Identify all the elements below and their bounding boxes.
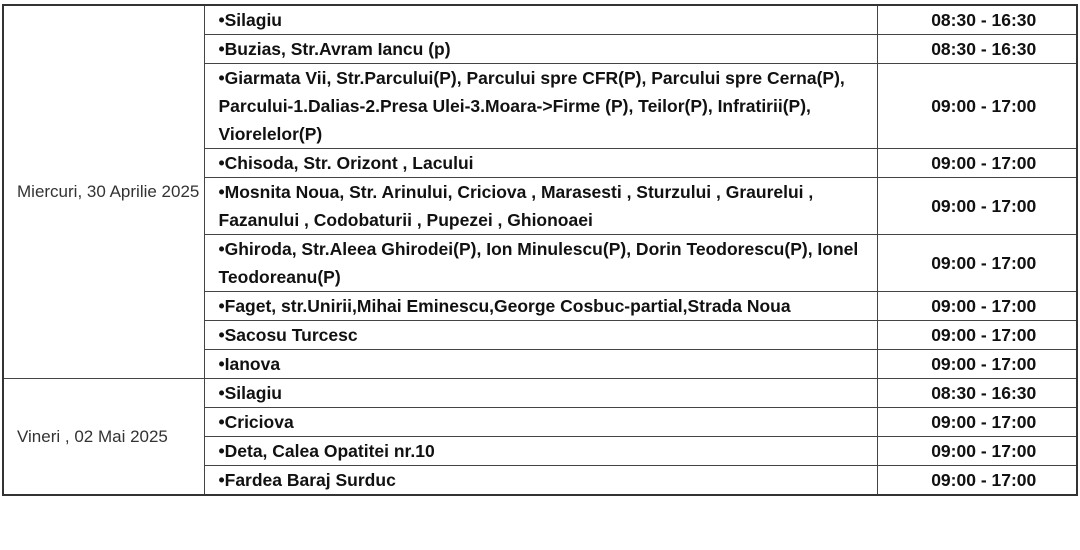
hours-cell: 09:00 - 17:00 [876, 148, 1078, 178]
location-cell: •Buzias, Str.Avram Iancu (p) [203, 34, 878, 64]
location-cell: •Deta, Calea Opatitei nr.10 [203, 436, 878, 466]
location-cell: •Giarmata Vii, Str.Parcului(P), Parcului… [203, 63, 878, 149]
location-cell: •Fardea Baraj Surduc [203, 465, 878, 496]
day-cell: Miercuri, 30 Aprilie 2025 [2, 4, 205, 379]
location-cell: •Faget, str.Unirii,Mihai Eminescu,George… [203, 291, 878, 321]
schedule-table: Miercuri, 30 Aprilie 2025 •Silagiu 08:30 -… [2, 4, 1078, 496]
schedule-row: •Ianova 09:00 - 17:00 [3, 349, 1078, 379]
location-cell: •Sacosu Turcesc [203, 320, 878, 350]
hours-cell: 09:00 - 17:00 [876, 349, 1078, 379]
location-cell: •Chisoda, Str. Orizont , Lacului [203, 148, 878, 178]
schedule-row: •Deta, Calea Opatitei nr.10 09:00 - 17:00 [3, 436, 1078, 466]
hours-cell: 09:00 - 17:00 [876, 63, 1078, 149]
hours-cell: 09:00 - 17:00 [876, 465, 1078, 496]
location-cell: •Mosnita Noua, Str. Arinului, Criciova ,… [203, 177, 878, 235]
schedule-row: Miercuri, 30 Aprilie 2025 •Silagiu 08:30 -… [2, 4, 1078, 379]
schedule-body: Miercuri, 30 Aprilie 2025 •Silagiu 08:30 -… [2, 4, 1078, 496]
schedule-row: •Criciova 09:00 - 17:00 [3, 407, 1078, 437]
location-cell: •Silagiu [203, 378, 878, 408]
schedule-row: •Mosnita Noua, Str. Arinului, Criciova ,… [3, 177, 1078, 235]
hours-cell: 09:00 - 17:00 [876, 177, 1078, 235]
schedule-row: •Chisoda, Str. Orizont , Lacului 09:00 - … [3, 148, 1078, 178]
hours-cell: 09:00 - 17:00 [876, 234, 1078, 292]
location-cell: •Silagiu [203, 4, 878, 35]
hours-cell: 08:30 - 16:30 [876, 34, 1078, 64]
hours-cell: 09:00 - 17:00 [876, 320, 1078, 350]
hours-cell: 09:00 - 17:00 [876, 291, 1078, 321]
schedule-row: •Sacosu Turcesc 09:00 - 17:00 [3, 320, 1078, 350]
location-cell: •Ianova [203, 349, 878, 379]
schedule-row: •Ghiroda, Str.Aleea Ghirodei(P), Ion Min… [3, 234, 1078, 292]
location-cell: •Ghiroda, Str.Aleea Ghirodei(P), Ion Min… [203, 234, 878, 292]
schedule-row: Vineri , 02 Mai 2025 •Silagiu 08:30 - 16:3… [2, 378, 1078, 496]
hours-cell: 08:30 - 16:30 [876, 4, 1078, 35]
hours-cell: 09:00 - 17:00 [876, 407, 1078, 437]
schedule-row: •Giarmata Vii, Str.Parcului(P), Parcului… [3, 63, 1078, 149]
schedule-row: •Buzias, Str.Avram Iancu (p) 08:30 - 16:3… [3, 34, 1078, 64]
schedule-row: •Faget, str.Unirii,Mihai Eminescu,George… [3, 291, 1078, 321]
hours-cell: 09:00 - 17:00 [876, 436, 1078, 466]
location-cell: •Criciova [203, 407, 878, 437]
day-cell: Vineri , 02 Mai 2025 [2, 378, 205, 496]
hours-cell: 08:30 - 16:30 [876, 378, 1078, 408]
schedule-row: •Fardea Baraj Surduc 09:00 - 17:00 [3, 465, 1078, 496]
